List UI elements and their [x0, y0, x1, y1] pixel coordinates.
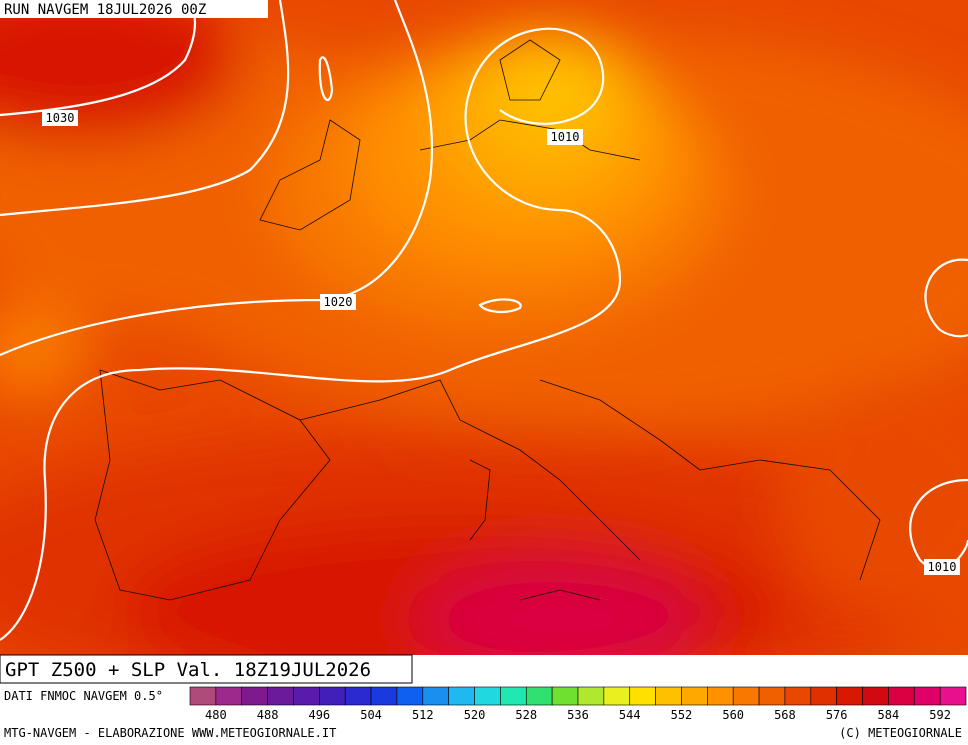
- colorbar-swatch: [836, 686, 863, 706]
- colorbar-swatch: [344, 686, 372, 706]
- coastlines: [94, 39, 881, 601]
- footer-right: (C) METEOGIORNALE: [839, 726, 962, 740]
- colorbar-swatch: [293, 686, 320, 706]
- colorbar-swatch: [758, 686, 786, 706]
- colorbar: 480 488 496 504 512 520 528 536 544 552 560 568 576 5…: [189, 686, 967, 722]
- colorbar-swatch: [241, 686, 268, 706]
- colorbar-swatch: [189, 686, 217, 706]
- colorbar-swatch: [319, 686, 346, 706]
- isobar-label: 1010: [551, 130, 580, 144]
- colorbar-swatch: [500, 686, 527, 706]
- colorbar-swatch: [655, 686, 682, 706]
- colorbar-swatch: [370, 686, 398, 706]
- colorbar-swatch: [577, 686, 605, 706]
- colorbar-swatch: [681, 686, 708, 706]
- colorbar-swatch: [267, 686, 294, 706]
- isobar-label: 1010: [928, 560, 957, 574]
- map: 1030 1020 1010 1010 RUN NAVGEM 18JUL2026…: [0, 0, 968, 655]
- colorbar-swatch: [448, 686, 475, 706]
- colorbar-swatch: [422, 686, 449, 706]
- colorbar-tick-label: 496: [308, 708, 330, 722]
- colorbar-tick-label: 544: [619, 708, 641, 722]
- colorbar-swatch: [474, 686, 501, 706]
- colorbar-tick-label: 504: [360, 708, 382, 722]
- colorbar-tick-label: 488: [257, 708, 279, 722]
- colorbar-tick-label: 592: [929, 708, 951, 722]
- isobar-labels: 1030 1020 1010 1010: [42, 110, 960, 575]
- colorbar-tick-label: 584: [878, 708, 900, 722]
- map-title: GPT Z500 + SLP Val. 18Z19JUL2026: [5, 659, 371, 681]
- colorbar-tick-label: 536: [567, 708, 589, 722]
- colorbar-tick-label: 552: [671, 708, 693, 722]
- source-label: DATI FNMOC NAVGEM 0.5°: [4, 689, 163, 703]
- colorbar-swatch: [732, 686, 760, 706]
- colorbar-swatch: [888, 686, 915, 706]
- colorbar-tick-label: 568: [774, 708, 796, 722]
- colorbar-swatch: [862, 686, 889, 706]
- colorbar-swatch: [810, 686, 837, 706]
- footer-left: MTG-NAVGEM - ELABORAZIONE WWW.METEOGIORN…: [4, 726, 336, 740]
- colorbar-swatch: [525, 686, 553, 706]
- colorbar-swatch: [551, 686, 579, 706]
- colorbar-tick-label: 576: [826, 708, 848, 722]
- isobar-label: 1020: [324, 295, 353, 309]
- colorbar-tick-label: 480: [205, 708, 227, 722]
- isobar-label: 1030: [46, 111, 75, 125]
- colorbar-swatch: [939, 686, 967, 706]
- colorbar-swatch: [913, 686, 941, 706]
- colorbar-tick-label: 560: [722, 708, 744, 722]
- colorbar-swatch: [215, 686, 243, 706]
- colorbar-swatch: [396, 686, 424, 706]
- colorbar-tick-label: 520: [464, 708, 486, 722]
- colorbar-tick-label: 528: [515, 708, 537, 722]
- colorbar-swatch: [603, 686, 631, 706]
- colorbar-swatch: [784, 686, 812, 706]
- colorbar-swatch: [707, 686, 734, 706]
- colorbar-tick-label: 512: [412, 708, 434, 722]
- colorbar-swatch: [629, 686, 656, 706]
- run-label: RUN NAVGEM 18JUL2026 00Z: [4, 2, 206, 18]
